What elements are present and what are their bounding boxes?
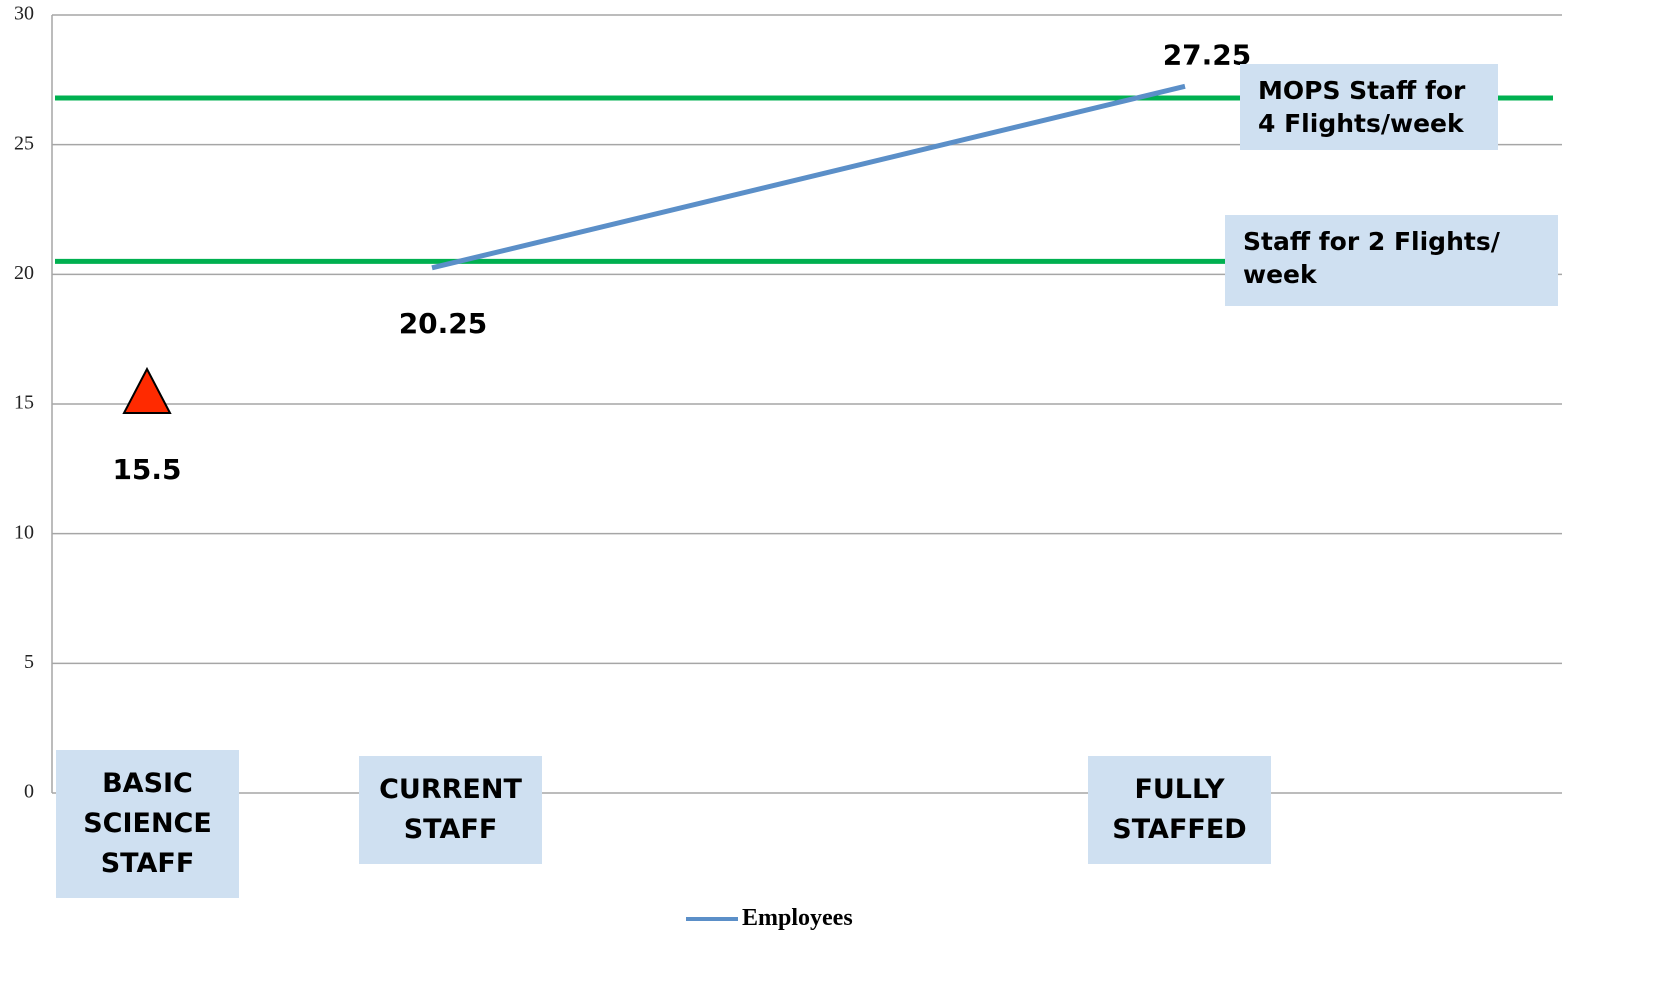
y-tick-label: 15 [14,392,34,414]
y-tick-label: 0 [24,781,34,803]
reference-label: MOPS Staff for 4 Flights/week [1240,64,1498,150]
data-label: 27.25 [1163,38,1252,71]
y-tick-label: 20 [14,262,34,284]
x-tick-label: FULLY STAFFED [1088,756,1271,864]
data-label: 15.5 [112,453,181,486]
y-tick-label: 30 [14,3,34,25]
marker [122,366,172,415]
data-label: 20.25 [399,307,488,340]
x-tick-label: BASIC SCIENCE STAFF [56,750,239,898]
line-series [431,83,1186,271]
y-tick-label: 5 [24,651,34,673]
legend: Employees [686,905,853,932]
reference-label: Staff for 2 Flights/ week [1225,215,1558,306]
y-tick-label: 10 [14,521,34,543]
x-tick-label: CURRENT STAFF [359,756,542,864]
y-tick-label: 25 [14,132,34,154]
legend-label: Employees [742,905,853,931]
legend-swatch [686,916,738,921]
